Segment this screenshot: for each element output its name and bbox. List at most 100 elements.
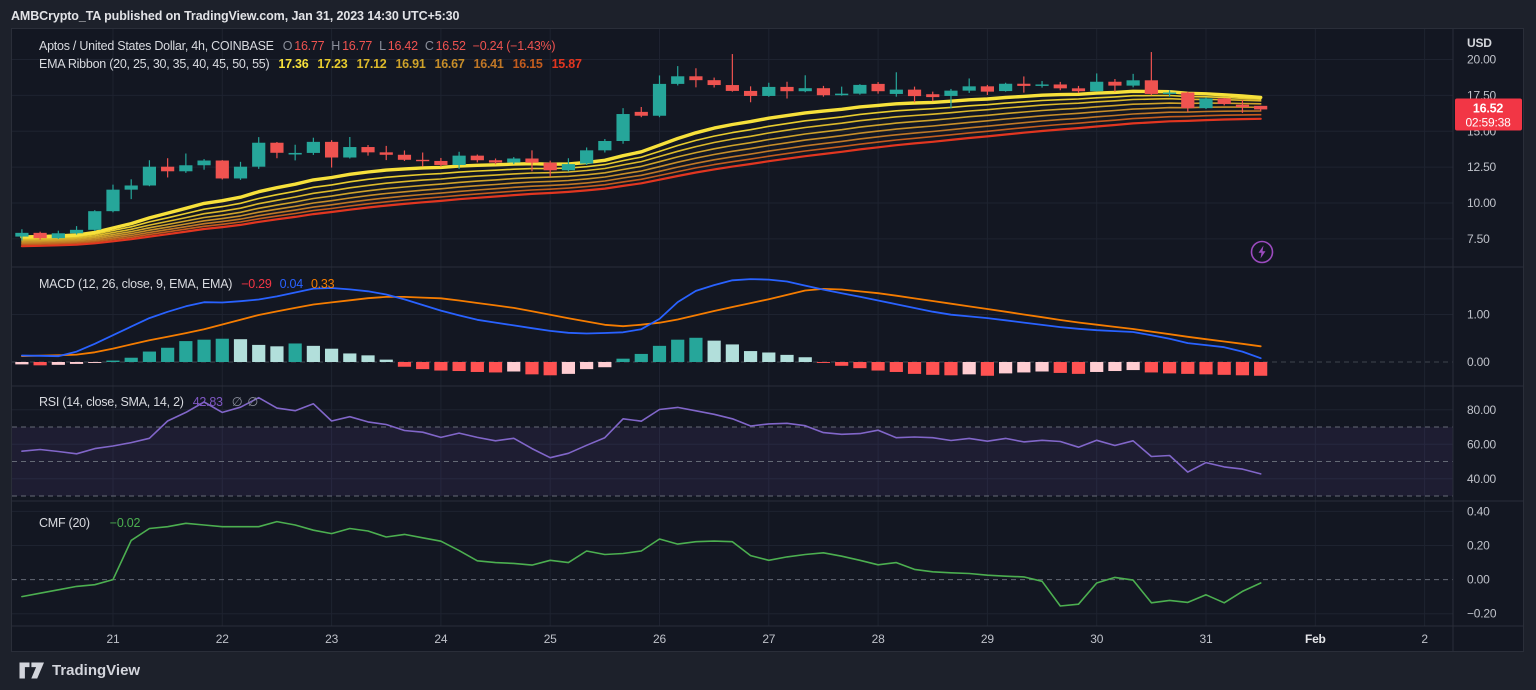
candle-body <box>233 166 248 179</box>
candle-body <box>1071 88 1086 92</box>
macd-histogram-bar <box>1181 362 1195 374</box>
tradingview-logo-glyph <box>19 662 44 679</box>
candle-body <box>197 160 211 166</box>
macd-histogram-bar <box>780 354 794 362</box>
ema-line-20 <box>20 89 1263 239</box>
last-price-value: 16.52 <box>1473 101 1504 115</box>
macd-histogram-bar <box>1199 362 1213 375</box>
candle-body <box>1254 105 1268 110</box>
tradingview-logo-icon[interactable] <box>19 662 45 679</box>
rsi-axis-label: 60.00 <box>1467 437 1497 451</box>
price-axis-label: 12.50 <box>1467 160 1497 174</box>
macd-histogram-bar <box>1235 362 1250 376</box>
macd-histogram-bar <box>416 362 430 370</box>
candle-body <box>871 83 885 92</box>
macd-histogram-bar <box>142 351 157 362</box>
candle-body <box>707 80 721 86</box>
macd-histogram-bar <box>689 337 703 362</box>
macd-histogram-bar <box>999 362 1013 374</box>
candle-body <box>69 229 84 234</box>
macd-histogram-bar <box>652 345 667 362</box>
candle-body <box>743 90 758 96</box>
macd-histogram-bar <box>1217 362 1231 375</box>
macd-histogram-bar <box>1035 362 1049 372</box>
candle-body <box>1053 84 1067 89</box>
candle-body <box>634 111 648 116</box>
candle-body <box>1108 81 1122 86</box>
candle-body <box>270 142 284 153</box>
candle-body <box>343 147 357 158</box>
ema-line-25 <box>21 94 1262 239</box>
candle-body <box>397 154 412 160</box>
chart-container[interactable]: USD 20.00 17.50 15.00 12.50 10.00 7.50 1.00 0.00… <box>11 28 1524 652</box>
lightning-bolt <box>1258 245 1266 259</box>
macd-histogram-bar <box>51 362 65 365</box>
macd-histogram-bar <box>616 358 630 362</box>
ema-line-45 <box>21 110 1262 245</box>
candle-body <box>488 160 503 163</box>
price-axis-currency: USD <box>1467 36 1492 50</box>
candle-body <box>798 88 812 92</box>
footer-brand[interactable]: TradingView <box>52 662 141 679</box>
candle-body <box>1181 92 1195 109</box>
macd-histogram-bar <box>525 362 539 375</box>
macd-histogram-bar <box>1090 362 1104 372</box>
time-axis-label: 31 <box>1200 632 1213 646</box>
price-axis-label: 10.00 <box>1467 196 1497 210</box>
candle-body <box>379 152 393 155</box>
macd-histogram-bar <box>288 343 302 362</box>
cmf-axis-label: 0.40 <box>1467 504 1490 518</box>
candle-body <box>980 86 995 92</box>
macd-histogram-bar <box>580 362 594 370</box>
macd-histogram-bar <box>926 362 940 375</box>
macd-histogram-bar <box>124 357 138 362</box>
macd-histogram-bar <box>725 344 739 362</box>
macd-histogram-bar <box>762 352 776 362</box>
ema-line-55 <box>20 117 1262 248</box>
macd-histogram-bar <box>816 362 831 363</box>
ema-line-35 <box>21 102 1262 242</box>
macd-histogram-bar <box>1053 362 1067 373</box>
macd-histogram-bar <box>907 362 922 374</box>
candle-body <box>598 141 612 151</box>
time-axis-label: 2 <box>1421 632 1428 646</box>
candle-body <box>215 160 229 179</box>
macd-histogram-bar <box>270 346 284 362</box>
chart-canvas[interactable]: USD20.0017.5015.0012.5010.007.501.000.00… <box>12 29 1523 651</box>
macd-histogram-bar <box>707 340 721 362</box>
candle-body <box>88 211 102 230</box>
candle-body <box>999 83 1013 92</box>
candle-body <box>926 94 940 98</box>
time-axis-label: 26 <box>653 632 666 646</box>
candle-body <box>725 85 739 91</box>
macd-histogram-bar <box>561 362 576 374</box>
macd-histogram-bar <box>106 360 120 362</box>
candle-body <box>671 76 685 84</box>
macd-histogram-bar <box>470 362 484 372</box>
macd-histogram-bar <box>252 344 266 362</box>
cmf-axis-label: 0.20 <box>1467 539 1490 553</box>
candle-body <box>944 90 958 96</box>
macd-line <box>21 278 1262 360</box>
candle-body <box>561 164 576 171</box>
time-axis-label: 28 <box>872 632 885 646</box>
price-axis-label: 7.50 <box>1467 232 1490 246</box>
macd-histogram-bar <box>853 362 867 369</box>
macd-histogram-bar <box>1017 362 1031 373</box>
macd-histogram-bar <box>488 362 503 373</box>
candle-body <box>889 89 903 94</box>
candle-body <box>835 93 849 96</box>
last-price-badge[interactable] <box>1455 98 1522 131</box>
candle-body <box>543 162 557 171</box>
time-axis-label: 25 <box>544 632 557 646</box>
lightning-icon[interactable] <box>1250 240 1274 264</box>
macd-histogram-bar <box>598 362 612 368</box>
ema-line-50 <box>21 113 1262 246</box>
candle-body <box>507 158 521 163</box>
candle-body <box>452 155 466 165</box>
candle-body <box>288 152 302 155</box>
macd-histogram-bar <box>324 348 339 362</box>
candle-body <box>853 84 867 94</box>
macd-histogram-bar <box>452 362 466 372</box>
rsi-axis-label: 80.00 <box>1467 403 1497 417</box>
